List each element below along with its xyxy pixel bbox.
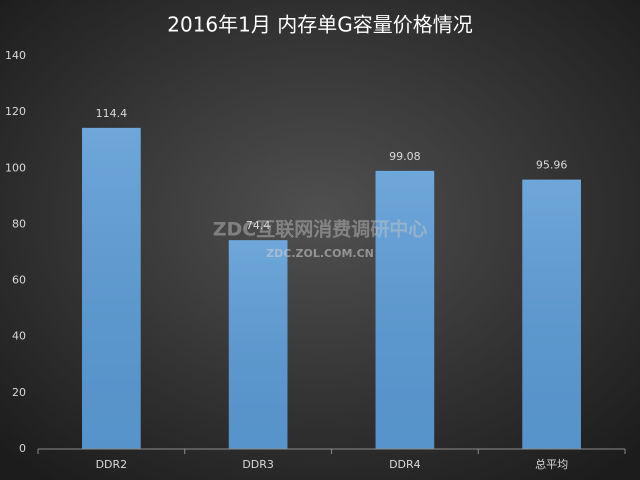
bar bbox=[375, 170, 435, 449]
y-tick-label: 120 bbox=[5, 105, 26, 118]
bar bbox=[228, 240, 288, 449]
data-label: 114.4 bbox=[96, 107, 128, 120]
y-tick-label: 60 bbox=[12, 274, 26, 287]
x-tick-label: 总平均 bbox=[535, 457, 568, 471]
bar bbox=[522, 179, 581, 449]
y-tick-label: 140 bbox=[5, 49, 26, 62]
y-tick-label: 40 bbox=[12, 330, 26, 343]
y-tick-label: 100 bbox=[5, 161, 26, 174]
y-tick-label: 80 bbox=[12, 217, 26, 230]
data-label: 74.4 bbox=[246, 219, 271, 232]
x-tick-label: DDR2 bbox=[96, 458, 128, 471]
watermark-url: ZDC.ZOL.COM.CN bbox=[266, 247, 374, 260]
data-label: 95.96 bbox=[536, 159, 568, 172]
x-tick-label: DDR3 bbox=[242, 458, 274, 471]
data-label: 99.08 bbox=[389, 150, 421, 163]
watermark: ZDC互联网消费调研中心 bbox=[213, 218, 428, 241]
x-tick-label: DDR4 bbox=[389, 458, 421, 471]
y-tick-label: 20 bbox=[12, 386, 26, 399]
bar bbox=[82, 127, 141, 449]
chart-title: 2016年1月 内存单G容量价格情况 bbox=[167, 13, 472, 37]
y-tick-label: 0 bbox=[19, 442, 26, 455]
